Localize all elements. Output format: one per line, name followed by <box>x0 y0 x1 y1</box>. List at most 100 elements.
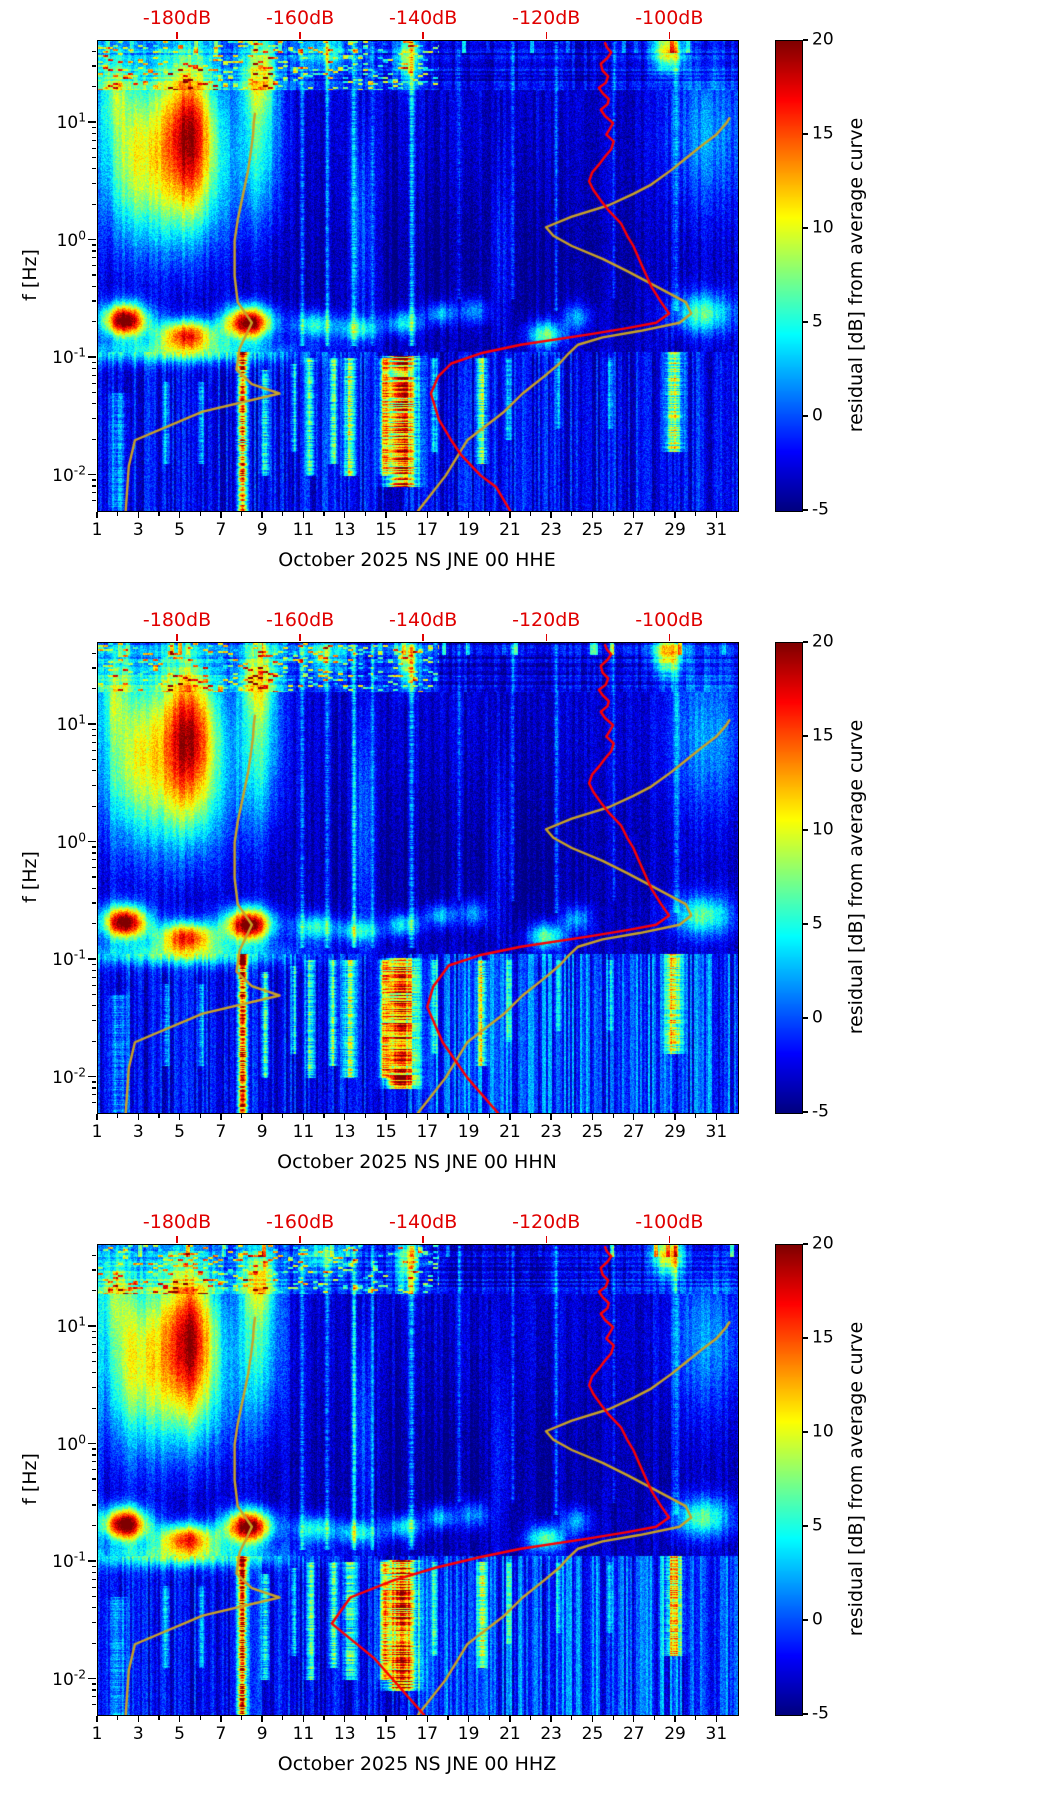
x-tick-label: 3 <box>132 520 144 540</box>
x-minor-tick <box>695 1716 697 1720</box>
y-tick-label: 10-1 <box>52 947 86 971</box>
colorbar-tick-label: 10 <box>812 217 834 238</box>
y-minor-tick <box>91 1087 96 1089</box>
y-minor-tick <box>91 1489 96 1491</box>
x-tick-label: 25 <box>581 520 604 540</box>
x-minor-tick <box>571 512 573 516</box>
x-minor-tick <box>406 512 408 516</box>
colorbar-tick <box>803 1713 808 1715</box>
x-minor-tick <box>447 1114 449 1118</box>
x-tick-label: 23 <box>540 520 563 540</box>
y-minor-tick <box>91 374 96 376</box>
y-major-tick <box>88 723 96 725</box>
y-minor-tick <box>91 846 96 848</box>
y-minor-tick <box>91 1407 96 1409</box>
x-minor-tick <box>117 1716 119 1720</box>
colorbar-tick-label: 5 <box>812 311 823 332</box>
colorbar-tick <box>803 641 808 643</box>
x-major-tick <box>220 1114 222 1120</box>
x-minor-tick <box>199 512 201 516</box>
y-minor-tick <box>91 321 96 323</box>
x-tick-label: 3 <box>132 1122 144 1142</box>
y-minor-tick <box>91 1094 96 1096</box>
x-minor-tick <box>323 1716 325 1720</box>
x-tick-label: 27 <box>622 1724 645 1744</box>
top-db-tick <box>422 32 424 39</box>
x-minor-tick <box>653 1114 655 1118</box>
colorbar-tick-label: 10 <box>812 1421 834 1442</box>
x-minor-tick <box>571 1114 573 1118</box>
y-minor-tick <box>91 485 96 487</box>
top-db-tick <box>299 32 301 39</box>
y-minor-tick <box>91 438 96 440</box>
top-db-tick <box>545 1236 547 1243</box>
y-minor-tick <box>91 250 96 252</box>
y-minor-tick <box>91 1469 96 1471</box>
colorbar-tick-label: 15 <box>812 725 834 746</box>
y-minor-tick <box>91 984 96 986</box>
y-minor-tick <box>91 86 96 88</box>
top-db-label: -160dB <box>265 609 335 631</box>
x-minor-tick <box>695 1114 697 1118</box>
y-minor-tick <box>91 852 96 854</box>
y-minor-tick <box>91 1525 96 1527</box>
y-minor-tick <box>91 391 96 394</box>
x-tick-label: 11 <box>292 520 315 540</box>
colorbar-tick-label: 20 <box>812 631 834 652</box>
x-tick-label: 7 <box>215 520 227 540</box>
x-tick-label: 13 <box>333 1122 356 1142</box>
x-major-tick <box>178 1114 181 1120</box>
x-tick-label: 9 <box>256 520 268 540</box>
colorbar-tick-label: 5 <box>812 913 823 934</box>
x-major-tick <box>467 512 470 518</box>
top-db-label: -100dB <box>635 609 704 631</box>
y-minor-tick <box>91 923 96 925</box>
y-minor-tick <box>91 859 96 861</box>
x-minor-tick <box>447 1716 449 1720</box>
x-major-tick <box>137 1114 139 1120</box>
plot-area <box>97 40 739 512</box>
x-minor-tick <box>488 1716 490 1720</box>
x-major-tick <box>715 1114 718 1120</box>
colorbar-tick-label: -5 <box>812 1101 829 1122</box>
x-major-tick <box>674 1716 676 1722</box>
y-minor-tick <box>91 1683 96 1685</box>
y-minor-tick <box>91 734 96 737</box>
top-db-tick <box>668 32 670 39</box>
top-db-label: -180dB <box>142 1211 212 1233</box>
x-tick-label: 1 <box>91 1122 103 1142</box>
colorbar-gradient <box>776 1245 802 1715</box>
y-minor-tick <box>91 65 96 67</box>
y-minor-tick <box>91 741 96 743</box>
y-minor-tick <box>91 285 96 287</box>
x-minor-tick <box>282 512 284 516</box>
x-tick-label: 21 <box>499 1724 521 1744</box>
x-minor-tick <box>529 1114 532 1118</box>
x-tick-label: 7 <box>215 1122 227 1142</box>
colorbar-gradient <box>776 41 802 511</box>
x-minor-tick <box>323 1114 325 1118</box>
x-major-tick <box>591 512 594 518</box>
y-minor-tick <box>91 132 96 135</box>
top-db-tick <box>668 634 670 641</box>
colorbar <box>775 40 803 512</box>
x-tick-label: 13 <box>333 1724 356 1744</box>
x-minor-tick <box>612 512 614 516</box>
x-tick-label: 27 <box>622 520 645 540</box>
x-tick-label: 17 <box>416 1122 439 1142</box>
y-minor-tick <box>91 367 96 370</box>
colorbar-tick <box>803 1017 808 1019</box>
colorbar-tick <box>803 1111 808 1113</box>
x-major-tick <box>302 1716 305 1722</box>
x-major-tick <box>633 1114 635 1120</box>
colorbar-label: residual [dB] from average curve <box>845 117 867 433</box>
x-minor-tick <box>571 1716 573 1720</box>
spectrogram-heatmap <box>98 41 738 511</box>
y-minor-tick <box>91 257 96 259</box>
x-tick-label: 31 <box>705 1724 728 1744</box>
top-db-label: -120dB <box>512 1211 581 1233</box>
x-tick-label: 31 <box>705 520 728 540</box>
x-tick-label: 9 <box>256 1122 268 1142</box>
x-tick-label: 1 <box>91 1724 103 1744</box>
top-db-label: -180dB <box>142 609 212 631</box>
